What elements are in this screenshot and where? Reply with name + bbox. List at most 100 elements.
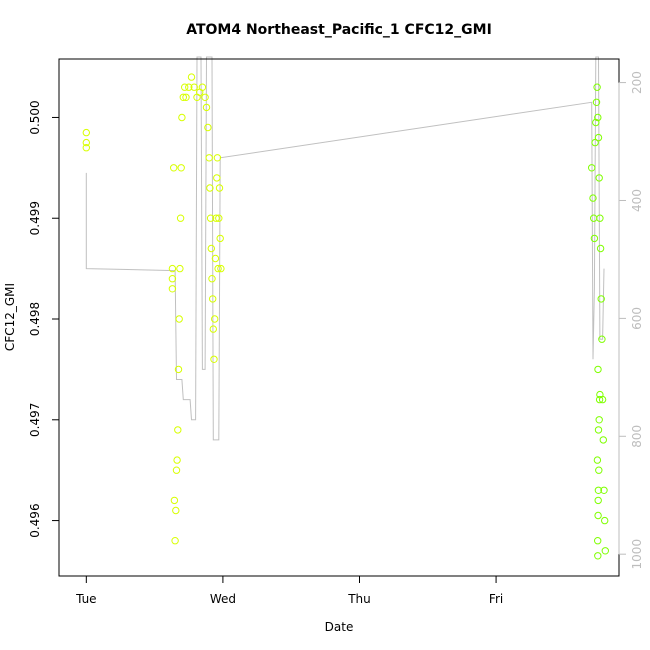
data-point <box>588 164 596 172</box>
data-point <box>211 254 220 263</box>
data-point <box>215 184 224 192</box>
y-right-tick-label: 800 <box>630 425 644 448</box>
data-point <box>212 214 220 222</box>
data-point <box>594 537 602 545</box>
data-point <box>175 315 183 323</box>
data-point <box>208 275 216 283</box>
data-point <box>168 275 177 283</box>
y-tick-label: 0.497 <box>28 403 42 437</box>
data-point <box>201 93 209 102</box>
data-point <box>210 355 218 363</box>
data-point <box>176 264 184 273</box>
data-point <box>595 416 603 424</box>
profile-line <box>85 56 605 441</box>
y-right-tick-label: 600 <box>630 307 644 330</box>
y-tick-label: 0.499 <box>28 201 42 235</box>
data-point <box>599 436 607 444</box>
data-point <box>172 466 181 474</box>
data-point <box>216 234 224 243</box>
data-point <box>181 83 189 91</box>
data-point <box>190 83 198 91</box>
data-point <box>593 83 601 91</box>
x-axis-label: Date <box>325 620 354 634</box>
data-point <box>594 365 602 374</box>
data-point <box>592 118 600 127</box>
plot-frame <box>58 58 620 577</box>
data-point <box>204 123 212 132</box>
data-point <box>596 390 604 399</box>
data-point <box>594 511 602 520</box>
data-point <box>217 264 225 273</box>
x-axis: Tue Wed Thu Fri <box>75 575 503 606</box>
data-point <box>187 73 196 81</box>
x-tick-label: Thu <box>347 592 371 606</box>
data-point <box>206 184 214 192</box>
data-point <box>594 113 602 122</box>
data-point <box>215 214 223 222</box>
data-point <box>173 456 181 464</box>
data-point <box>594 486 603 494</box>
data-point <box>174 426 182 434</box>
data-point <box>176 214 185 222</box>
x-tick-label: Fri <box>489 592 503 606</box>
data-point <box>213 154 222 162</box>
chart-title: ATOM4 Northeast_Pacific_1 CFC12_GMI <box>186 22 492 38</box>
data-point <box>595 466 603 474</box>
data-point <box>174 365 183 374</box>
data-point <box>205 154 213 162</box>
y-axis-right: 200 400 600 800 1000 <box>618 71 644 570</box>
data-point <box>594 133 603 142</box>
data-point <box>214 264 222 273</box>
data-point <box>177 164 185 172</box>
data-point <box>172 506 180 515</box>
data-point <box>595 174 603 182</box>
y-tick-label: 0.500 <box>28 100 42 134</box>
data-point <box>206 214 215 222</box>
data-point <box>179 93 188 102</box>
data-point <box>596 244 605 253</box>
data-point <box>82 128 91 137</box>
data-point <box>601 516 609 525</box>
data-point <box>594 552 602 560</box>
data-point <box>185 83 193 91</box>
data-point <box>596 214 604 222</box>
data-point <box>213 174 221 182</box>
data-point <box>600 486 608 494</box>
data-point <box>589 194 597 202</box>
profile-line-layer <box>85 56 605 441</box>
data-point <box>211 315 219 323</box>
data-point <box>82 138 91 147</box>
y-axis-left: 0.496 0.497 0.498 0.499 0.500 <box>28 100 60 538</box>
y-right-tick-label: 200 <box>630 71 644 94</box>
data-point <box>598 335 606 343</box>
y-right-tick-label: 1000 <box>630 539 644 570</box>
data-point <box>591 138 599 147</box>
data-point <box>168 264 177 273</box>
data-point <box>168 285 177 293</box>
data-point <box>207 244 216 253</box>
data-point <box>595 395 604 404</box>
y-axis-label: CFC12_GMI <box>3 283 17 351</box>
data-point <box>178 113 186 122</box>
data-point <box>182 93 190 102</box>
data-point <box>209 295 217 303</box>
x-tick-label: Tue <box>75 592 97 606</box>
x-tick-label: Wed <box>210 592 236 606</box>
data-point <box>592 98 601 107</box>
data-point <box>601 547 609 555</box>
data-point <box>597 295 605 303</box>
data-point <box>590 214 598 222</box>
data-point <box>590 234 599 243</box>
data-point <box>209 325 218 333</box>
data-point <box>594 496 602 505</box>
y-tick-label: 0.498 <box>28 302 42 336</box>
y-tick-label: 0.496 <box>28 503 42 537</box>
data-point <box>171 537 179 545</box>
data-point <box>593 456 602 464</box>
data-point <box>170 496 179 505</box>
data-point <box>198 83 207 91</box>
data-point <box>594 426 603 434</box>
y-right-tick-label: 400 <box>630 189 644 212</box>
data-point <box>202 103 211 112</box>
